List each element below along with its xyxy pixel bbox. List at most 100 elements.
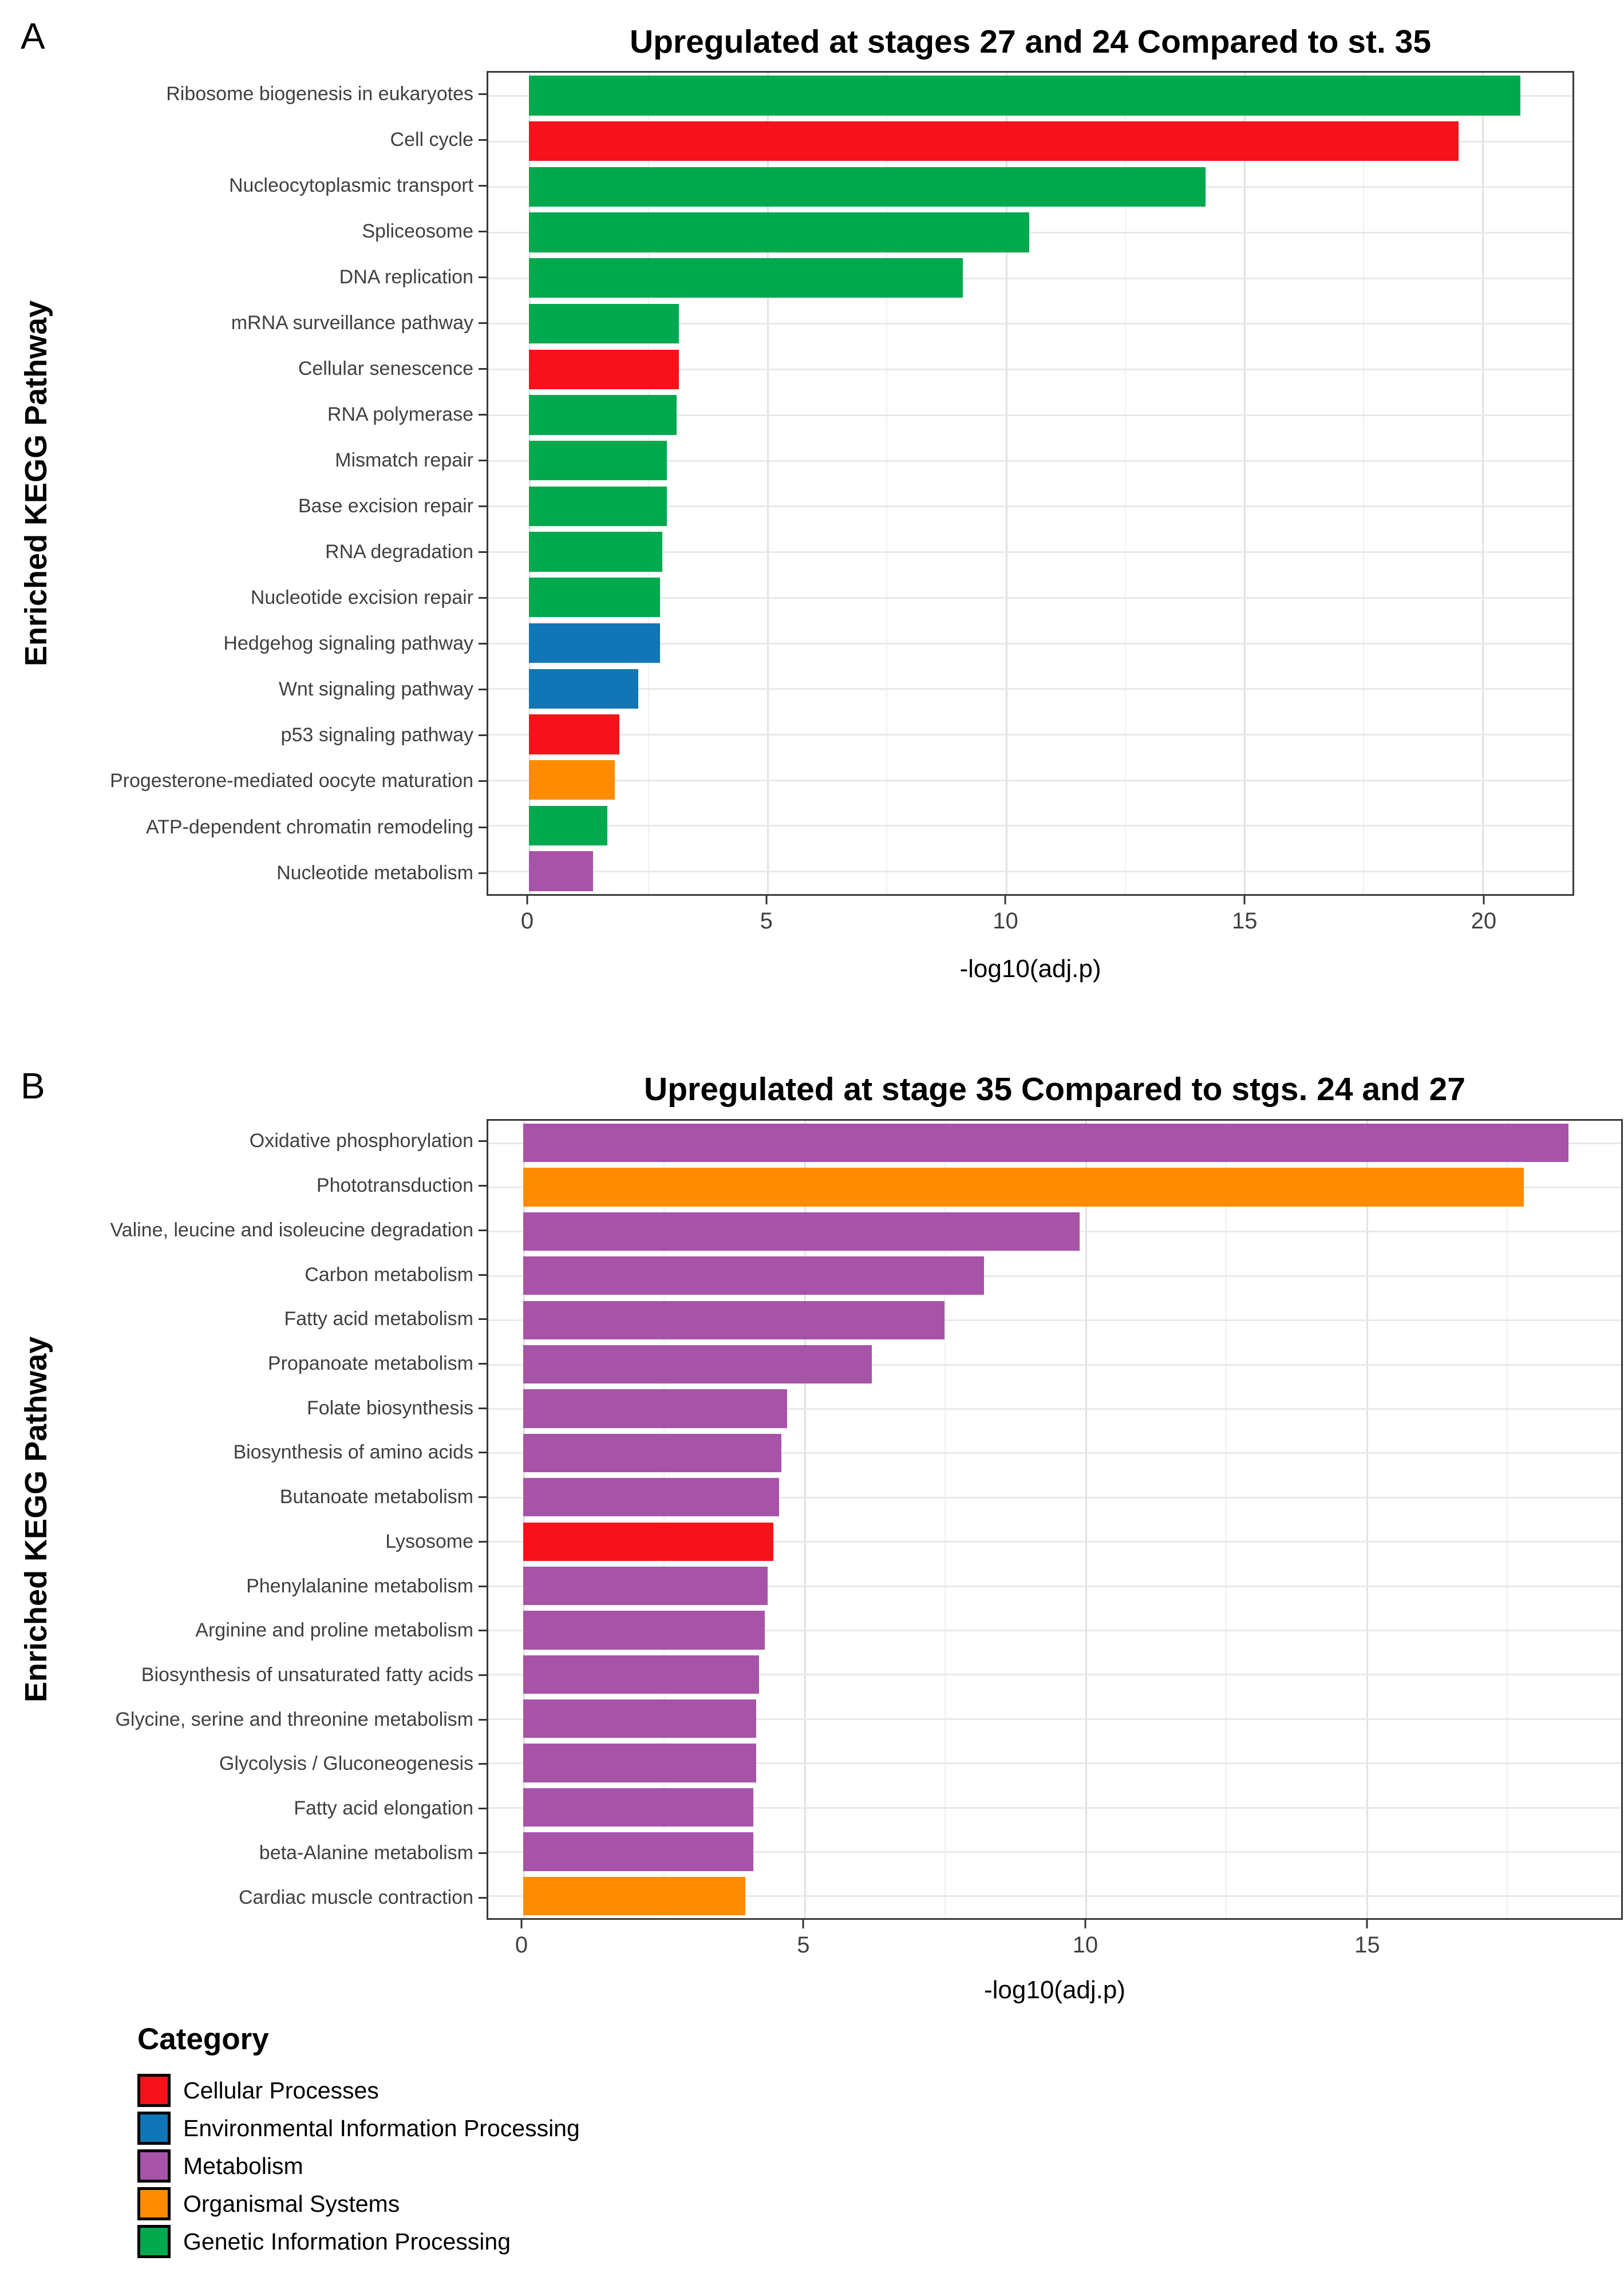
bar — [523, 1832, 754, 1871]
chart-b-plot-area — [487, 1119, 1623, 1920]
x-tick-mark — [765, 896, 768, 904]
bar-row — [488, 711, 1572, 757]
bar-row — [488, 1697, 1621, 1741]
x-tick-mark — [526, 896, 528, 904]
y-axis-label: Fatty acid metabolism — [284, 1308, 473, 1330]
x-tick-label: 5 — [797, 1932, 810, 1958]
y-axis-label: Wnt signaling pathway — [278, 678, 473, 701]
major-gridline — [1482, 73, 1484, 894]
y-axis-label: Cardiac muscle contraction — [238, 1886, 473, 1908]
bar — [528, 121, 1459, 161]
y-axis-label-row: Progesterone-mediated oocyte maturation — [0, 758, 487, 804]
bar — [523, 1566, 768, 1606]
bar-row — [488, 1608, 1621, 1652]
y-axis-label-row: Butanoate metabolism — [0, 1475, 487, 1520]
panel-label-b: B — [21, 1065, 45, 1106]
bar — [523, 1124, 1569, 1163]
chart-a-plot-area — [487, 71, 1574, 896]
y-axis-label: Carbon metabolism — [305, 1263, 473, 1286]
bar — [523, 1345, 872, 1384]
y-axis-label: Biosynthesis of amino acids — [233, 1441, 473, 1464]
y-axis-label-row: Glycine, serine and threonine metabolism — [0, 1697, 487, 1742]
y-tick-mark — [479, 872, 487, 874]
minor-gridline — [945, 1121, 946, 1918]
y-tick-mark — [479, 367, 487, 370]
y-tick-mark — [479, 1274, 487, 1276]
major-gridline — [767, 73, 769, 894]
bar — [528, 395, 677, 435]
y-axis-label: Oxidative phosphorylation — [249, 1130, 473, 1152]
y-axis-label-row: Wnt signaling pathway — [0, 667, 487, 713]
y-axis-label-row: Nucleotide excision repair — [0, 575, 487, 621]
y-axis-label: mRNA surveillance pathway — [231, 311, 473, 334]
bar — [523, 1876, 745, 1915]
bar-row — [488, 1209, 1621, 1254]
bar-row — [488, 575, 1572, 620]
bar-row — [488, 666, 1572, 711]
legend-color-swatch — [137, 2074, 171, 2107]
y-tick-mark — [479, 734, 487, 737]
bar — [523, 1522, 773, 1561]
y-tick-mark — [479, 551, 487, 554]
y-tick-mark — [479, 413, 487, 416]
bar — [528, 714, 620, 754]
minor-gridline — [1363, 73, 1365, 894]
major-gridline — [1085, 1121, 1087, 1918]
y-tick-mark — [479, 1318, 487, 1321]
legend-item: Genetic Information Processing — [137, 2223, 580, 2260]
y-tick-mark — [479, 1540, 487, 1543]
y-axis-label: Glycolysis / Gluconeogenesis — [219, 1753, 473, 1775]
y-tick-mark — [479, 1852, 487, 1854]
chart-a-x-axis-ticks: 0 5 10 15 20 — [487, 896, 1574, 936]
y-axis-label: Biosynthesis of unsaturated fatty acids — [141, 1663, 473, 1686]
y-axis-label: Glycine, serine and threonine metabolism — [115, 1708, 473, 1730]
minor-gridline — [886, 73, 888, 894]
y-tick-mark — [479, 1808, 487, 1810]
y-axis-label: Folate biosynthesis — [306, 1397, 473, 1419]
bar-row — [488, 1564, 1621, 1608]
y-axis-label-row: Base excision repair — [0, 484, 487, 529]
y-tick-mark — [479, 1630, 487, 1632]
x-tick-mark — [1483, 896, 1485, 904]
chart-a-x-axis-title: -log10(adj.p) — [959, 955, 1101, 983]
legend-label: Environmental Information Processing — [183, 2114, 580, 2141]
y-axis-label: Base excision repair — [298, 495, 473, 517]
bar-row — [488, 757, 1572, 803]
legend-item: Organismal Systems — [137, 2185, 580, 2223]
y-axis-label: Propanoate metabolism — [267, 1352, 473, 1374]
bar — [528, 440, 667, 481]
y-axis-label-row: Cellular senescence — [0, 346, 487, 392]
y-axis-label-row: Glycolysis / Gluconeogenesis — [0, 1742, 487, 1786]
x-tick-mark — [802, 1920, 804, 1928]
x-tick-label: 20 — [1471, 908, 1497, 934]
bar-row — [488, 848, 1572, 894]
x-tick-label: 10 — [993, 908, 1018, 934]
y-axis-label: Arginine and proline metabolism — [195, 1619, 473, 1642]
bar — [523, 1212, 1080, 1251]
legend-color-swatch — [137, 2187, 171, 2220]
bar — [528, 578, 660, 618]
legend-label: Genetic Information Processing — [183, 2228, 511, 2255]
y-axis-label-row: Ribosome biogenesis in eukaryotes — [0, 71, 487, 117]
bar — [528, 212, 1030, 252]
bar — [523, 1168, 1524, 1207]
major-gridline — [1005, 73, 1007, 894]
minor-gridline — [648, 73, 650, 894]
chart-b-title: Upregulated at stage 35 Compared to stgs… — [644, 1071, 1465, 1108]
x-tick-mark — [1084, 1920, 1086, 1928]
y-tick-mark — [479, 1896, 487, 1899]
y-axis-label: Progesterone-mediated oocyte maturation — [109, 770, 473, 792]
y-axis-label: beta-Alanine metabolism — [259, 1841, 473, 1864]
y-tick-mark — [479, 505, 487, 508]
bar-row — [488, 803, 1572, 849]
y-axis-label-row: ATP-dependent chromatin remodeling — [0, 804, 487, 850]
bar-row — [488, 529, 1572, 575]
bar — [528, 486, 667, 527]
bar — [523, 1611, 765, 1650]
bar-row — [488, 484, 1572, 529]
bar — [523, 1256, 984, 1295]
category-legend: Category Cellular Processes Environmental… — [137, 2022, 580, 2260]
y-axis-label-row: Fatty acid elongation — [0, 1786, 487, 1831]
y-tick-mark — [479, 1185, 487, 1187]
